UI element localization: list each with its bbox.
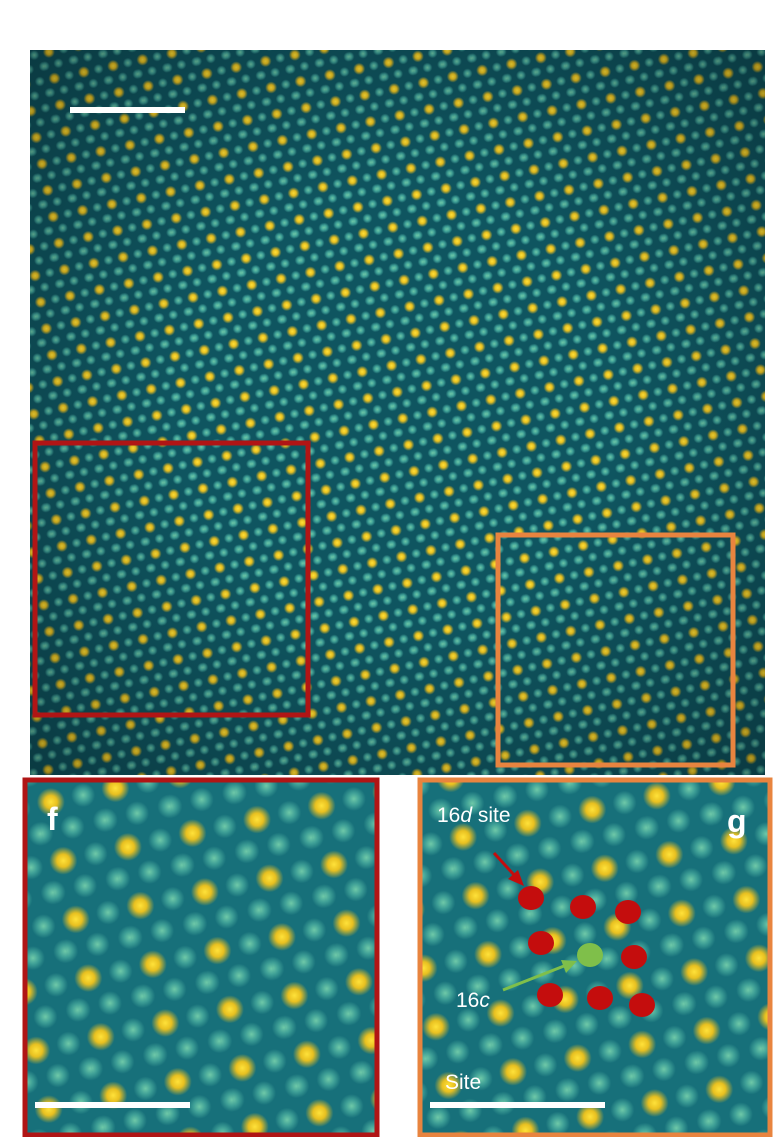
site-marker bbox=[587, 986, 613, 1010]
site-marker bbox=[621, 945, 647, 969]
annotation-part: 16 bbox=[456, 989, 479, 1012]
annotation-part: c bbox=[479, 989, 490, 1012]
arrow bbox=[492, 851, 524, 886]
site-marker bbox=[518, 886, 544, 910]
annotation: Site bbox=[445, 1071, 481, 1094]
image-shading bbox=[30, 50, 765, 775]
site-marker bbox=[528, 931, 554, 955]
site-marker bbox=[570, 895, 596, 919]
site-16c-marker bbox=[577, 943, 603, 967]
annotation-part: d bbox=[460, 804, 473, 827]
site-16d-markers bbox=[518, 886, 655, 1017]
site-marker bbox=[629, 993, 655, 1017]
region-f-box bbox=[32, 440, 311, 718]
panel-f bbox=[22, 777, 380, 1138]
panel-label: f bbox=[47, 801, 58, 837]
site-marker bbox=[615, 900, 641, 924]
region-g-box bbox=[495, 532, 736, 768]
annotation: 16c bbox=[456, 989, 490, 1012]
annotation-part: site bbox=[472, 804, 511, 827]
arrow bbox=[502, 960, 577, 992]
panel-label: g bbox=[727, 803, 747, 839]
site-marker bbox=[537, 983, 563, 1007]
annotation: 16d site bbox=[437, 804, 511, 827]
annotation-part: 16 bbox=[437, 804, 460, 827]
